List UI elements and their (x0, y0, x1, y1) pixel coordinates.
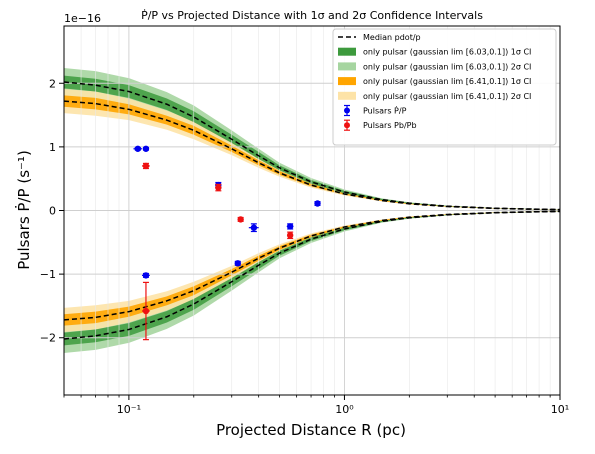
x-tick-label: 10⁻¹ (117, 403, 141, 416)
data-point-pb-3 (237, 216, 244, 223)
marker (142, 272, 150, 279)
data-point-pdot-2 (142, 145, 150, 152)
band-1sigma-2-upper (64, 95, 560, 210)
band-1sigma-1-upper (64, 75, 560, 210)
legend-label: Pulsars Pb/Pb (363, 121, 417, 130)
data-point-pdot-5 (248, 223, 259, 233)
legend-label: only pulsar (gaussian lim [6.03,0.1]) 2σ… (363, 62, 531, 71)
legend-box (332, 28, 557, 146)
y-tick-label: 2 (49, 77, 56, 90)
data-point-pdot-7 (314, 200, 321, 207)
legend-entry-6: Pulsars Ṗ/P (344, 104, 407, 117)
legend-label: Pulsars Ṗ/P (363, 106, 407, 116)
legend-marker (344, 122, 350, 129)
marker (250, 224, 258, 231)
marker (142, 145, 150, 152)
data-point-pdot-1 (133, 145, 142, 152)
data-point-pdot-4 (234, 260, 241, 267)
confidence-bands (64, 67, 560, 354)
data-point-pb-1 (141, 162, 150, 170)
marker (314, 200, 321, 207)
median-curve-2-upper (63, 100, 561, 211)
legend: Median pdot/p only pulsar (gaussian lim [… (332, 28, 557, 146)
median-curves (63, 81, 561, 340)
marker (215, 184, 222, 191)
data-point-pb-2 (215, 183, 222, 192)
y-tick-label: 0 (49, 205, 56, 218)
marker (142, 307, 150, 315)
band-1sigma-1-lower (64, 211, 560, 346)
legend-entry-3: only pulsar (gaussian lim [6.03,0.1]) 2σ… (338, 62, 531, 71)
x-tick-label: 10⁰ (335, 403, 354, 416)
legend-swatch (338, 47, 356, 56)
y-tick-label: −2 (40, 332, 56, 345)
legend-entry-1: Median pdot/p (338, 33, 421, 42)
data-point-pdot-6 (286, 223, 294, 230)
median-curve-2-lower (63, 210, 561, 321)
data-points (133, 145, 321, 341)
marker (234, 260, 241, 267)
band-2sigma-1-lower (64, 211, 560, 354)
legend-label: only pulsar (gaussian lim [6.41,0.1]) 1σ… (363, 77, 531, 86)
legend-entry-5: only pulsar (gaussian lim [6.41,0.1]) 2σ… (338, 91, 531, 101)
legend-swatch (338, 91, 356, 100)
data-point-pb-5 (141, 281, 150, 341)
legend-swatch (338, 77, 356, 86)
legend-entry-7: Pulsars Pb/Pb (344, 119, 417, 131)
legend-entry-4: only pulsar (gaussian lim [6.41,0.1]) 1σ… (338, 77, 531, 86)
y-tick-label: −1 (40, 268, 56, 281)
marker (286, 232, 294, 239)
legend-label: only pulsar (gaussian lim [6.41,0.1]) 2σ… (363, 92, 531, 101)
y-tick-label: 1 (49, 141, 56, 154)
y-offset-label: 1e−16 (64, 12, 101, 25)
band-2sigma-1-upper (64, 67, 560, 210)
marker (286, 223, 294, 230)
legend-label: Median pdot/p (363, 33, 421, 42)
legend-entry-2: only pulsar (gaussian lim [6.03,0.1]) 1σ… (338, 47, 531, 57)
band-1sigma-2-lower (64, 211, 560, 326)
legend-label: only pulsar (gaussian lim [6.03,0.1]) 1σ… (363, 48, 531, 57)
y-axis-label: Pulsars Ṗ/P (s⁻¹) (14, 150, 33, 270)
data-point-pb-4 (286, 231, 294, 240)
marker (237, 216, 244, 223)
x-axis-label: Projected Distance R (pc) (216, 421, 406, 439)
data-point-pdot-8 (141, 272, 150, 279)
chart-title: Ṗ/P vs Projected Distance with 1σ and 2σ… (141, 9, 483, 22)
marker (134, 145, 142, 152)
marker (142, 162, 150, 170)
legend-swatch (338, 62, 356, 71)
x-tick-label: 10¹ (551, 403, 569, 416)
legend-marker (344, 107, 350, 114)
axis-ticks: 10⁻¹ 10⁰ 10¹ 2 1 0 −1 −2 (40, 77, 569, 416)
